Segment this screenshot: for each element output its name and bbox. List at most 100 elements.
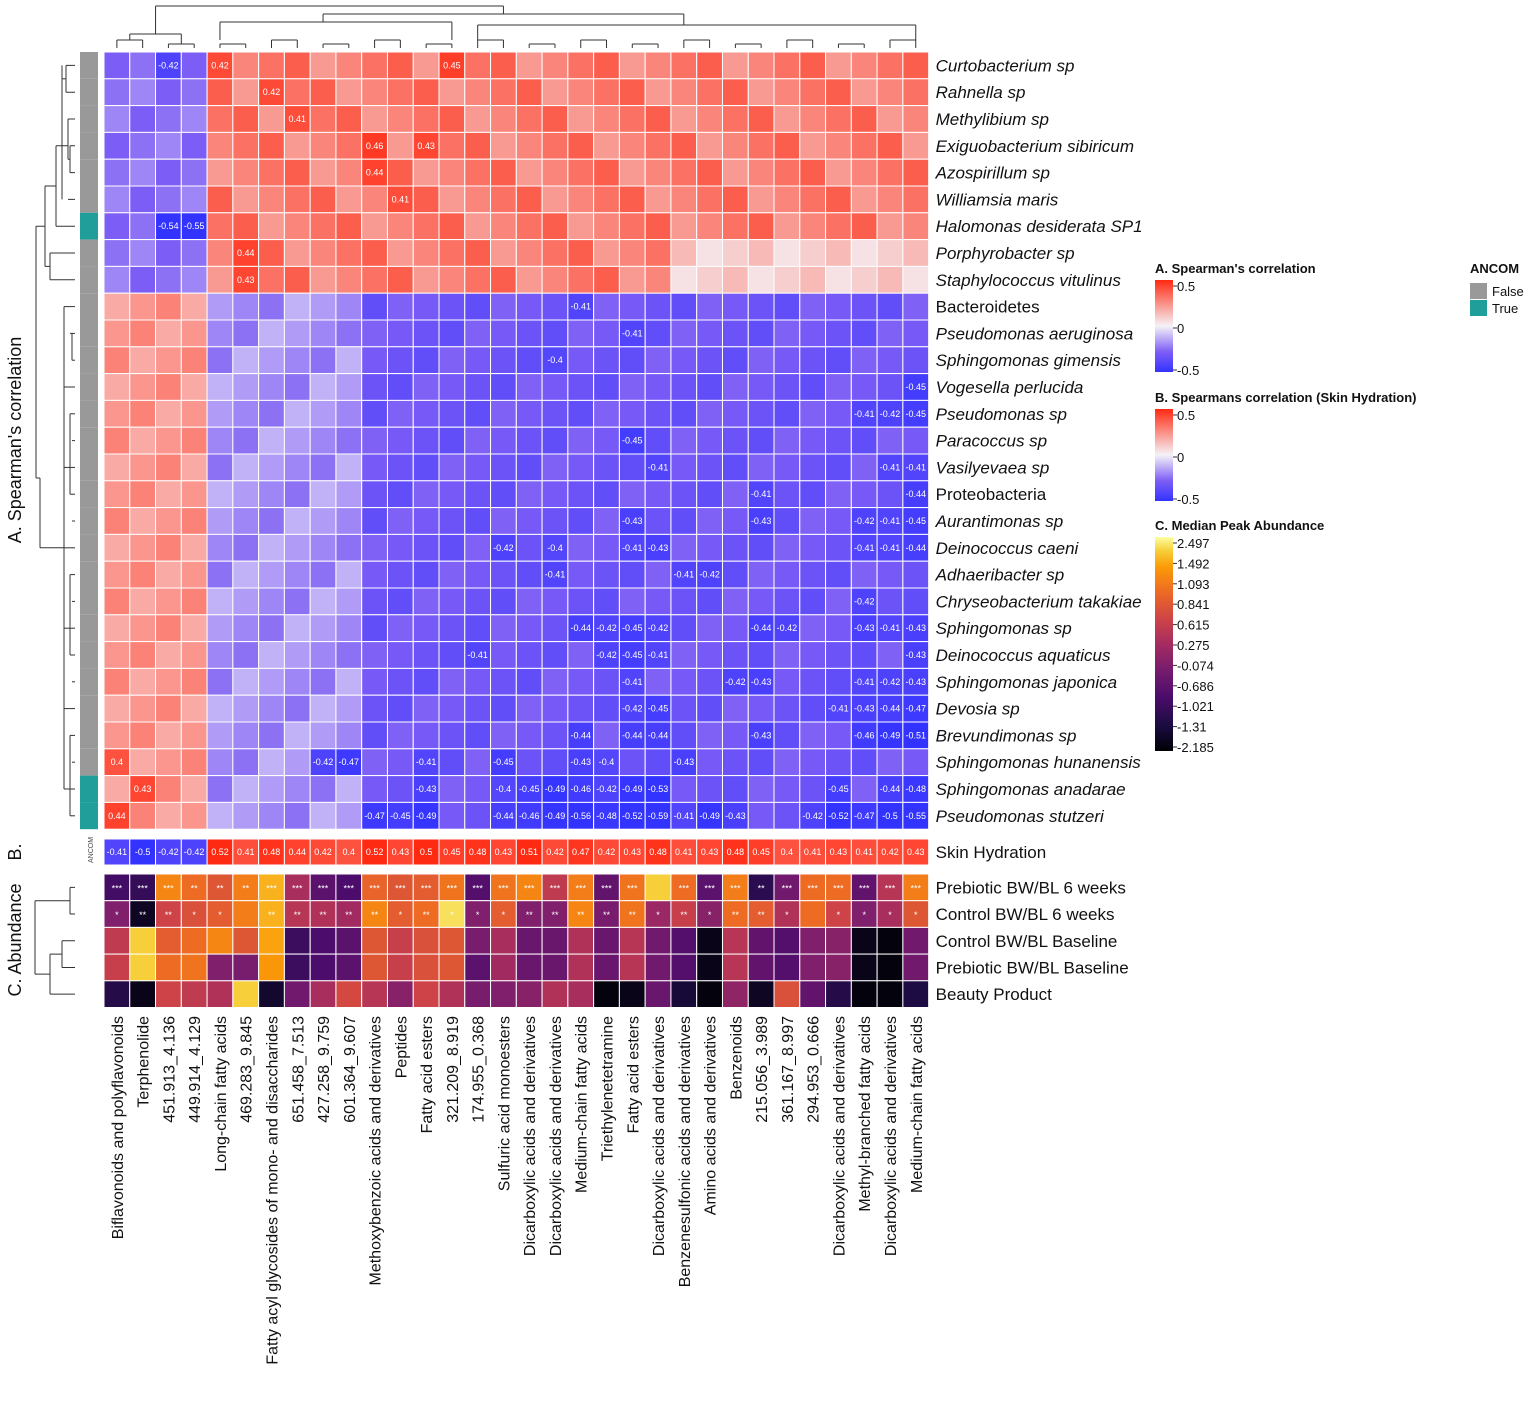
corr-cell: [567, 212, 595, 241]
corr-cell: [335, 265, 363, 294]
corr-cell: [309, 641, 337, 669]
abundance-heatmap: *** *** *** ** ** ** *** *** *** *** *** *** *** *** *…: [103, 873, 930, 1008]
corr-cell-label: -0.44: [880, 784, 901, 794]
abundance-cell: [438, 873, 466, 902]
abundance-cell: [515, 980, 543, 1008]
corr-cell-label: -0.42: [158, 60, 179, 70]
corr-cell: [180, 507, 208, 535]
corr-cell: [773, 292, 801, 321]
corr-cell: [850, 292, 878, 321]
corr-cell: [876, 105, 904, 133]
hydration-cell: [464, 838, 492, 866]
corr-cell: [541, 292, 569, 321]
corr-cell: [876, 51, 904, 80]
dendrogram-branch: [35, 225, 64, 549]
corr-cell: [515, 158, 543, 187]
corr-cell: [567, 131, 595, 160]
dendrogram-branch: [155, 5, 504, 34]
corr-cell: [618, 373, 646, 401]
hydration-cell: [850, 838, 878, 866]
corr-cell: [670, 51, 698, 80]
corr-cell: [490, 614, 517, 643]
corr-cell: [309, 801, 337, 830]
corr-cell: [258, 614, 285, 643]
column-label: 427.258_9.759: [316, 1016, 333, 1123]
corr-cell: [129, 480, 157, 509]
corr-cell: [232, 587, 260, 616]
significance-stars: ***: [807, 883, 818, 893]
corr-cell: [618, 801, 646, 830]
corr-cell: [593, 265, 620, 294]
corr-cell: [438, 131, 466, 160]
corr-cell: [335, 185, 363, 214]
row-label: Bacteroidetes: [936, 298, 1040, 317]
row-label: Proteobacteria: [936, 485, 1047, 504]
corr-cell: [721, 292, 749, 321]
column-label: 215.056_3.989: [754, 1016, 771, 1123]
significance-stars: ***: [524, 883, 535, 893]
corr-cell: [541, 78, 569, 107]
corr-cell: [464, 426, 492, 455]
corr-cell: [386, 694, 414, 723]
significance-stars: ***: [421, 883, 432, 893]
corr-cell-label: -0.45: [905, 516, 926, 526]
corr-cell: [747, 319, 775, 348]
abundance-cell: [129, 953, 157, 982]
dendrogram-branch: [580, 39, 608, 48]
corr-cell: [361, 748, 388, 777]
corr-cell: [541, 319, 569, 348]
abundance-cell: [670, 953, 698, 982]
corr-cell: [850, 51, 878, 80]
corr-cell: [386, 319, 414, 348]
abundance-cell: [309, 980, 337, 1008]
abundance-cell: [206, 980, 234, 1008]
abundance-cell: [309, 900, 337, 928]
corr-cell-label: 0.42: [211, 60, 229, 70]
corr-cell: [567, 694, 595, 723]
ancom-strip-label: ANCOM: [88, 837, 95, 863]
corr-cell: [902, 265, 930, 294]
corr-cell: [721, 801, 749, 830]
corr-cell: [438, 78, 466, 107]
corr-cell-label: -0.45: [519, 784, 540, 794]
corr-cell: [902, 587, 930, 616]
corr-cell: [206, 265, 234, 294]
corr-cell: [206, 399, 234, 428]
corr-cell: [386, 131, 414, 160]
corr-cell-label: -0.47: [905, 704, 926, 714]
column-label: Fatty acid esters: [419, 1016, 436, 1133]
corr-cell: [283, 131, 311, 160]
corr-cell: [644, 78, 672, 107]
corr-cell: [258, 775, 285, 803]
abundance-cell: [283, 953, 311, 982]
corr-cell: [335, 667, 363, 696]
panel-side-labels: A. Spearman's correlation B. C. Abundance: [5, 337, 25, 997]
corr-cell: [825, 614, 852, 643]
corr-cell: [747, 292, 775, 321]
significance-stars: **: [577, 910, 585, 920]
corr-cell-label: -0.41: [622, 543, 643, 553]
corr-cell: [721, 265, 749, 294]
abundance-cell: [103, 900, 131, 928]
corr-cell: [644, 721, 672, 750]
corr-cell: [258, 319, 285, 348]
corr-cell: [670, 641, 698, 669]
corr-cell: [670, 292, 698, 321]
corr-cell: [232, 641, 260, 669]
corr-cell: [799, 453, 827, 482]
abundance-cell: [593, 926, 620, 955]
corr-cell: [490, 185, 517, 214]
hydration-cell: [696, 838, 723, 866]
corr-cell-label: -0.43: [751, 516, 772, 526]
corr-cell-label: -0.51: [905, 730, 926, 740]
corr-cell: [361, 801, 388, 830]
corr-cell: [386, 587, 414, 616]
abundance-cell: [644, 953, 672, 982]
corr-cell: [850, 78, 878, 107]
corr-cell: [670, 78, 698, 107]
corr-cell: [593, 694, 620, 723]
corr-cell: [567, 105, 595, 133]
corr-cell-label: -0.43: [622, 516, 643, 526]
corr-cell-label: -0.52: [828, 811, 849, 821]
corr-cell-label: 0.46: [366, 141, 384, 151]
